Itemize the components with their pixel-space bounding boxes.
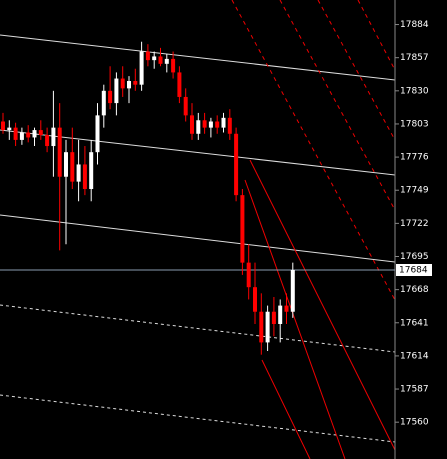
candle-body <box>227 117 232 134</box>
y-tick-label: 17614 <box>400 351 429 361</box>
candle-body <box>114 78 119 104</box>
candle-body <box>278 305 283 324</box>
y-tick-label: 17749 <box>400 186 429 196</box>
last-price-box <box>396 264 432 276</box>
channel-line <box>0 304 396 353</box>
candle-body <box>215 121 220 128</box>
fan-line <box>261 359 311 459</box>
candle-body <box>259 311 264 343</box>
y-tick-label: 17695 <box>400 252 429 262</box>
candle-body <box>145 51 150 61</box>
candle-body <box>19 132 24 140</box>
candle-body <box>51 127 56 147</box>
candle-body <box>64 152 68 177</box>
last-price-label: 17684 <box>399 266 428 276</box>
candle-body <box>152 56 157 61</box>
y-tick-label: 17884 <box>400 20 429 30</box>
candle-body <box>89 152 94 189</box>
fan-line <box>249 159 396 451</box>
candle-body <box>202 120 207 128</box>
candle-body <box>221 117 226 128</box>
y-tick-label: 17641 <box>400 318 429 328</box>
candle-body <box>139 51 144 85</box>
fan-line <box>231 0 396 301</box>
candle-body <box>246 262 251 288</box>
candle-body <box>196 120 201 134</box>
y-tick-label: 17722 <box>400 219 429 229</box>
candle-body <box>284 305 289 312</box>
y-tick-label: 17668 <box>400 285 429 295</box>
channel-line <box>0 394 396 443</box>
candle-body <box>265 311 270 343</box>
candle-body <box>234 133 239 196</box>
candle-body <box>190 115 194 134</box>
candle-body <box>101 90 106 116</box>
candle-body <box>7 127 12 131</box>
candle-body <box>240 195 245 263</box>
channel-line <box>0 129 396 176</box>
y-tick-label: 17587 <box>400 385 429 395</box>
candle-body <box>253 287 257 312</box>
candle-body <box>164 58 169 64</box>
fan-line <box>244 179 346 459</box>
candle-body <box>127 81 131 89</box>
fan-line <box>357 0 396 71</box>
candle-body <box>38 130 43 135</box>
candle-body <box>158 56 163 64</box>
candle-body <box>26 132 31 138</box>
candle-body <box>177 72 182 97</box>
candle-body <box>1 121 5 131</box>
y-tick-label: 17776 <box>400 153 429 163</box>
candle-body <box>208 121 213 128</box>
candle-body <box>271 311 276 324</box>
channel-line <box>0 34 396 81</box>
candle-body <box>95 115 100 153</box>
candle-body <box>32 130 37 138</box>
y-tick-label: 17830 <box>400 86 429 96</box>
candle-body <box>13 127 18 140</box>
candle-body <box>133 81 138 85</box>
y-tick-label: 17560 <box>400 418 429 428</box>
candle-body <box>183 96 188 116</box>
candle-body <box>57 127 62 177</box>
y-tick-label: 17803 <box>400 119 429 129</box>
candle-body <box>82 164 87 189</box>
candle-body <box>45 135 50 147</box>
y-tick-label: 17857 <box>400 53 429 63</box>
candle-body <box>108 90 113 104</box>
candle-body <box>171 58 176 73</box>
candle-body <box>120 78 125 89</box>
candle-body <box>290 270 295 312</box>
candle-body <box>76 164 81 182</box>
candle-body <box>70 152 75 182</box>
fan-line <box>317 0 396 141</box>
